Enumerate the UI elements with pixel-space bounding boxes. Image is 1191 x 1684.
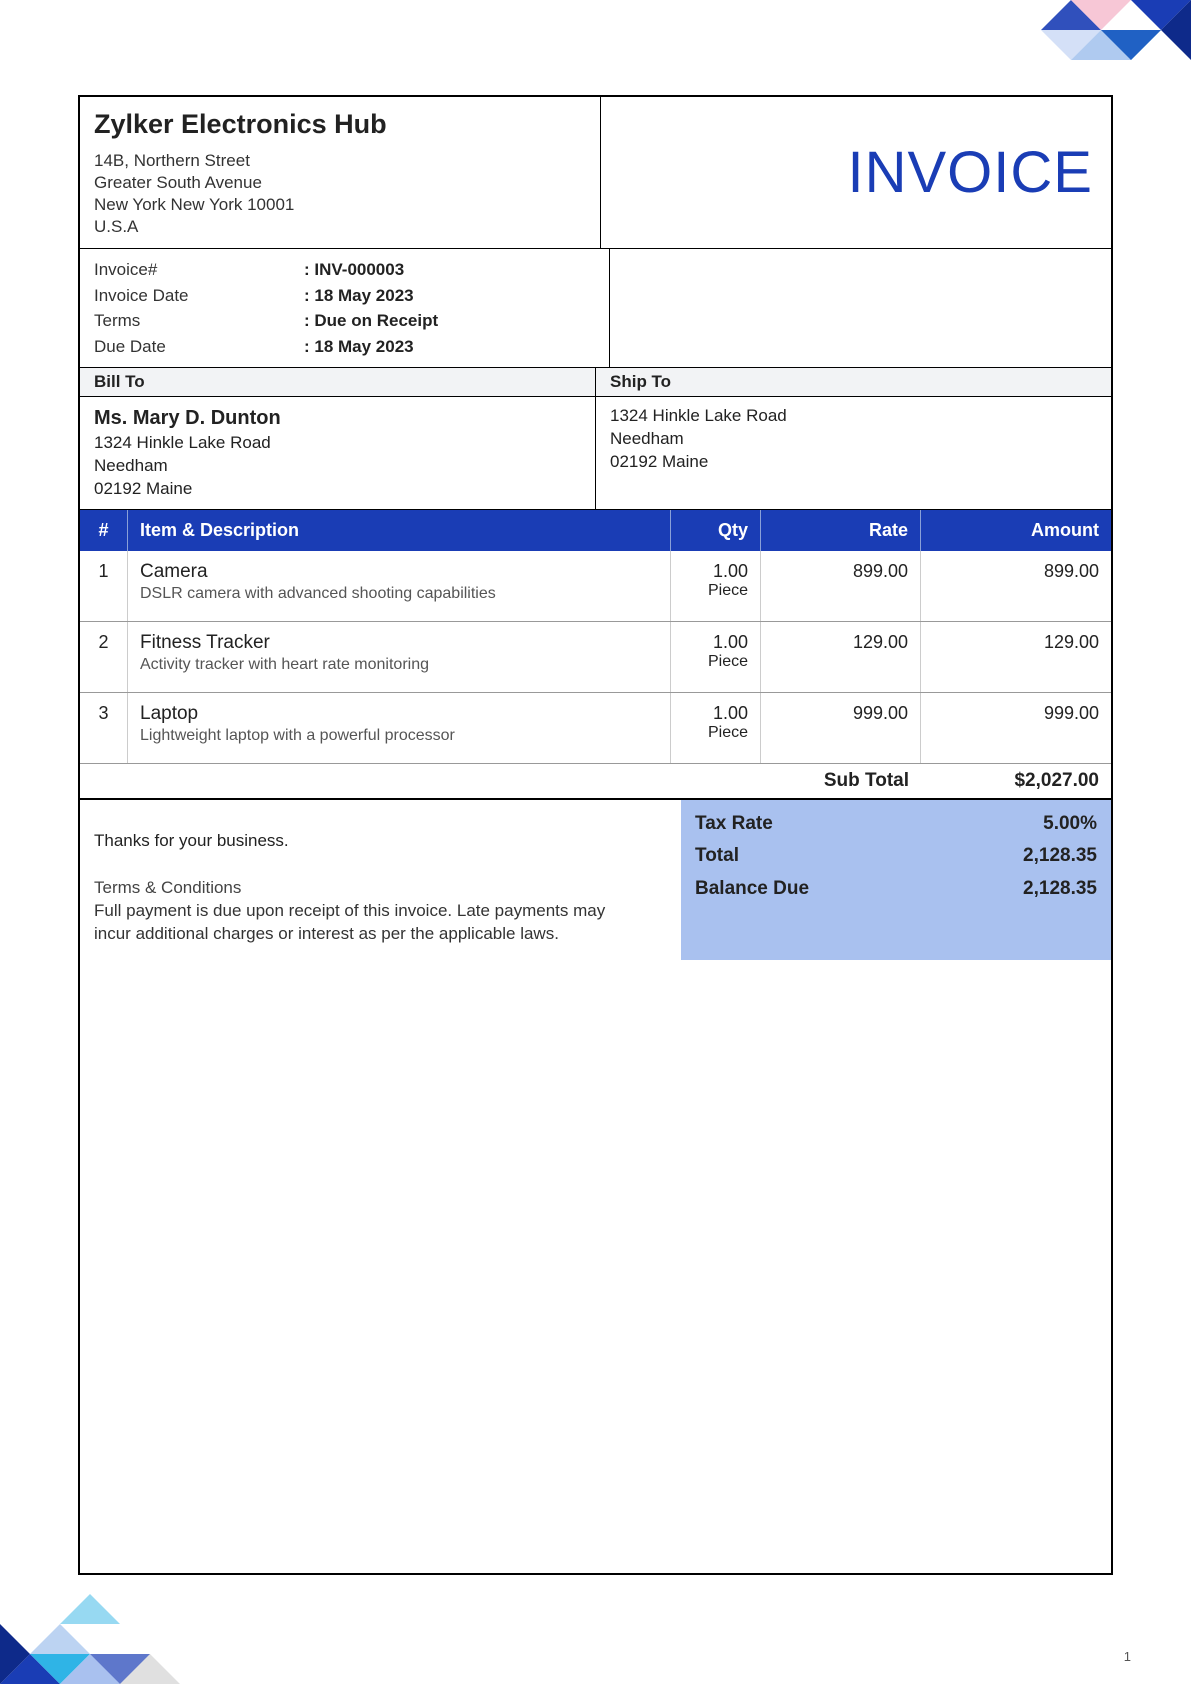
company-addr-line: 14B, Northern Street: [94, 150, 586, 172]
col-qty: Qty: [671, 510, 761, 551]
col-num: #: [80, 510, 128, 551]
balance-label: Balance Due: [695, 873, 809, 905]
item-amount: 999.00: [921, 693, 1111, 763]
tax-label: Tax Rate: [695, 808, 773, 840]
items-header: # Item & Description Qty Rate Amount: [80, 510, 1111, 551]
item-num: 1: [80, 551, 128, 621]
col-rate: Rate: [761, 510, 921, 551]
invoice-page: Zylker Electronics Hub 14B, Northern Str…: [78, 95, 1113, 1575]
company-addr-line: U.S.A: [94, 216, 586, 238]
meta-label: Invoice#: [94, 257, 304, 283]
item-row: 1 Camera DSLR camera with advanced shootin…: [80, 551, 1111, 622]
item-desc: Laptop Lightweight laptop with a powerful…: [128, 693, 671, 763]
item-num: 3: [80, 693, 128, 763]
thanks-text: Thanks for your business.: [94, 830, 667, 853]
item-desc: Camera DSLR camera with advanced shooting…: [128, 551, 671, 621]
company-block: Zylker Electronics Hub 14B, Northern Str…: [80, 97, 601, 248]
ship-to-line: 1324 Hinkle Lake Road: [610, 405, 1097, 428]
item-row: 2 Fitness Tracker Activity tracker with he…: [80, 622, 1111, 693]
bill-to-line: 02192 Maine: [94, 478, 581, 501]
terms-body: Full payment is due upon receipt of this…: [94, 900, 614, 946]
meta-value: : Due on Receipt: [304, 308, 438, 334]
decorative-bottom-icon: [0, 1584, 260, 1684]
item-unit: Piece: [683, 653, 748, 671]
ship-to-line: 02192 Maine: [610, 451, 1097, 474]
item-subtitle: DSLR camera with advanced shooting capab…: [140, 585, 658, 603]
col-amt: Amount: [921, 510, 1111, 551]
item-unit: Piece: [683, 582, 748, 600]
notes-block: Thanks for your business. Terms & Condit…: [80, 800, 681, 960]
col-desc: Item & Description: [128, 510, 671, 551]
ship-to-line: Needham: [610, 428, 1097, 451]
decorative-top-icon: [931, 0, 1191, 100]
item-qty: 1.00Piece: [671, 693, 761, 763]
meta-label: Invoice Date: [94, 283, 304, 309]
item-rate: 999.00: [761, 693, 921, 763]
subtotal-value: $2,027.00: [921, 764, 1111, 798]
item-amount: 129.00: [921, 622, 1111, 692]
meta-value: : INV-000003: [304, 257, 404, 283]
balance-value: 2,128.35: [1023, 873, 1097, 905]
meta-label: Terms: [94, 308, 304, 334]
company-addr-line: New York New York 10001: [94, 194, 586, 216]
total-label: Total: [695, 840, 739, 872]
item-title: Fitness Tracker: [140, 632, 658, 654]
company-addr-line: Greater South Avenue: [94, 172, 586, 194]
item-row: 3 Laptop Lightweight laptop with a powerfu…: [80, 693, 1111, 764]
item-num: 2: [80, 622, 128, 692]
tax-value: 5.00%: [1043, 808, 1097, 840]
item-title: Camera: [140, 561, 658, 583]
bill-to-line: Needham: [94, 455, 581, 478]
bill-to-header: Bill To: [80, 368, 596, 396]
item-rate: 129.00: [761, 622, 921, 692]
item-unit: Piece: [683, 724, 748, 742]
item-desc: Fitness Tracker Activity tracker with hea…: [128, 622, 671, 692]
company-name: Zylker Electronics Hub: [94, 109, 586, 140]
totals-box: Tax Rate 5.00% Total 2,128.35 Balance Due 2…: [681, 800, 1111, 960]
invoice-title: INVOICE: [848, 139, 1094, 206]
terms-title: Terms & Conditions: [94, 877, 667, 900]
meta-label: Due Date: [94, 334, 304, 360]
item-qty: 1.00Piece: [671, 551, 761, 621]
item-rate: 899.00: [761, 551, 921, 621]
meta-value: : 18 May 2023: [304, 334, 414, 360]
subtotal-row: Sub Total $2,027.00: [80, 764, 1111, 800]
invoice-meta: Invoice#: INV-000003 Invoice Date: 18 Ma…: [80, 249, 610, 367]
ship-to-block: 1324 Hinkle Lake Road Needham 02192 Main…: [596, 397, 1111, 509]
ship-to-header: Ship To: [596, 368, 1111, 396]
total-value: 2,128.35: [1023, 840, 1097, 872]
meta-value: : 18 May 2023: [304, 283, 414, 309]
subtotal-label: Sub Total: [671, 764, 921, 798]
bill-to-block: Ms. Mary D. Dunton 1324 Hinkle Lake Road…: [80, 397, 596, 509]
item-subtitle: Lightweight laptop with a powerful proce…: [140, 727, 658, 745]
item-qty: 1.00Piece: [671, 622, 761, 692]
item-amount: 899.00: [921, 551, 1111, 621]
item-subtitle: Activity tracker with heart rate monitor…: [140, 656, 658, 674]
bill-to-line: 1324 Hinkle Lake Road: [94, 432, 581, 455]
page-number: 1: [1124, 1649, 1131, 1664]
bill-to-name: Ms. Mary D. Dunton: [94, 405, 581, 432]
item-title: Laptop: [140, 703, 658, 725]
